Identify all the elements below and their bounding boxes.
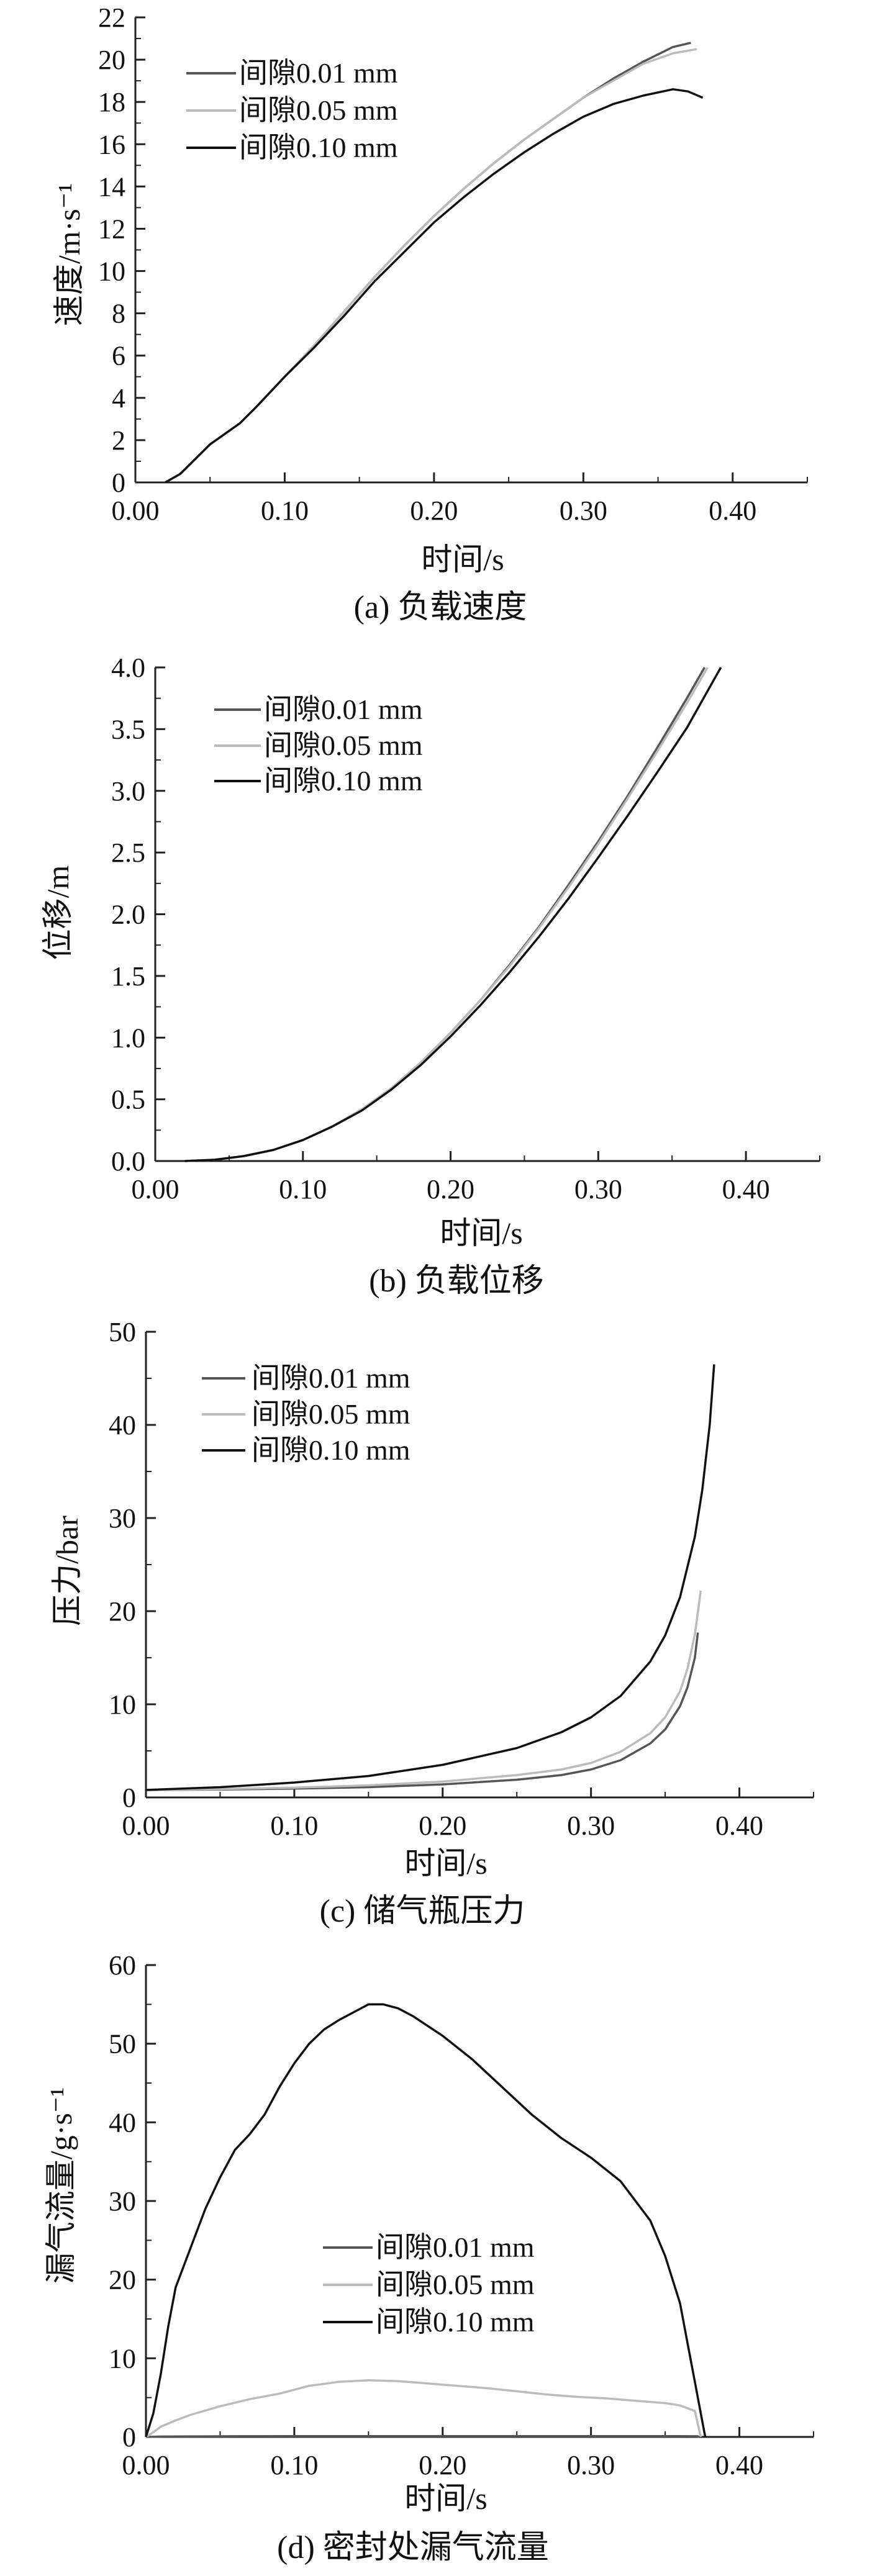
legend-label: 间隙0.01 mm (264, 694, 423, 725)
x-tick-label: 0.10 (261, 495, 309, 526)
chart-b-displacement: 0.00 0.10 0.20 0.30 0.40 0.0 0.5 1.0 1.5 2.0 2.5 3.… (40, 653, 820, 1299)
chart-b-legend: 间隙0.01 mm 间隙0.05 mm 间隙0.10 mm (214, 694, 423, 797)
series-line-2 (184, 667, 709, 1162)
y-tick-label: 0 (122, 2422, 136, 2452)
x-tick-label: 0.40 (709, 495, 756, 526)
legend-label: 间隙0.10 mm (252, 1434, 411, 1466)
x-tick-label: 0.40 (715, 2450, 763, 2480)
y-tick-label: 40 (109, 1410, 136, 1440)
x-tick-label: 0.10 (270, 1810, 318, 1841)
y-tick-label: 2.5 (111, 838, 145, 868)
y-tick-label: 10 (98, 256, 125, 287)
chart-a-velocity: 0.00 0.10 0.20 0.30 0.400246810121416182022 … (52, 2, 808, 625)
legend-label: 间隙0.01 mm (252, 1362, 411, 1394)
y-axis-label: 压力/bar (50, 1516, 84, 1626)
series-line-2 (145, 1590, 702, 1791)
y-tick-label: 2.0 (111, 900, 145, 930)
chart-caption: (b) 负载位移 (369, 1263, 544, 1299)
y-tick-label: 50 (109, 2029, 136, 2059)
y-tick-label: 60 (109, 1950, 136, 1981)
legend-label: 间隙0.01 mm (376, 2231, 535, 2263)
y-axis-label: 位移/m (40, 865, 75, 960)
x-tick-label: 0.30 (567, 1810, 615, 1841)
x-axis-label: 时间/s (421, 542, 504, 577)
x-axis-label: 时间/s (440, 1216, 522, 1250)
x-tick-label: 0.10 (270, 2450, 318, 2480)
y-tick-label: 6 (112, 341, 125, 371)
y-tick-label: 10 (109, 2343, 136, 2374)
chart-caption: (d) 密封处漏气流量 (277, 2530, 549, 2565)
legend-label: 间隙0.05 mm (252, 1398, 411, 1430)
chart-caption: (a) 负载速度 (354, 590, 527, 625)
x-tick-label: 0.20 (410, 495, 458, 526)
y-tick-label: 4 (112, 383, 125, 414)
x-tick-label: 0.00 (122, 2450, 170, 2480)
legend-label: 间隙0.10 mm (239, 132, 398, 163)
x-tick-label: 0.00 (112, 495, 160, 526)
y-tick-label: 18 (98, 87, 125, 117)
chart-d-legend: 间隙0.01 mm 间隙0.05 mm 间隙0.10 mm (323, 2231, 535, 2338)
series-line-2 (145, 2379, 702, 2438)
series-line-1 (145, 1632, 699, 1791)
y-tick-label: 0 (112, 468, 125, 498)
chart-a-legend: 间隙0.01 mm 间隙0.05 mm 间隙0.10 mm (186, 57, 398, 163)
series-line-1 (184, 667, 706, 1162)
chart-caption: (c) 储气瓶压力 (320, 1894, 525, 1929)
x-tick-label: 0.10 (279, 1174, 327, 1204)
y-tick-label: 50 (109, 1317, 136, 1347)
y-tick-label: 40 (109, 2107, 136, 2138)
x-tick-label: 0.30 (560, 495, 607, 526)
chart-d-leak-flow: 0.00 0.10 0.20 0.30 0.40 0 10 20 30 40 50 60 间隙0.01… (43, 1950, 814, 2565)
legend-label: 间隙0.10 mm (264, 765, 423, 797)
x-tick-label: 0.00 (132, 1174, 179, 1204)
y-tick-label: 22 (98, 2, 125, 33)
y-tick-label: 10 (109, 1689, 136, 1720)
y-tick-label: 8 (112, 299, 125, 329)
x-tick-label: 0.00 (122, 1810, 170, 1841)
chart-c-legend: 间隙0.01 mm 间隙0.05 mm 间隙0.10 mm (202, 1362, 411, 1466)
y-tick-label: 14 (98, 171, 125, 202)
y-tick-label: 0 (122, 1783, 136, 1813)
y-tick-label: 20 (109, 2265, 136, 2295)
legend-label: 间隙0.10 mm (376, 2306, 535, 2338)
y-tick-label: 16 (98, 129, 125, 160)
series-line-3 (145, 2003, 707, 2438)
y-tick-label: 30 (109, 2186, 136, 2217)
x-tick-label: 0.30 (574, 1174, 622, 1204)
x-tick-label: 0.20 (427, 1174, 474, 1204)
x-tick-label: 0.40 (722, 1174, 770, 1204)
y-axis-label: 漏气流量/g·s⁻¹ (43, 2087, 78, 2284)
chart-c-pressure: 0.00 0.10 0.20 0.30 0.40 0 10 20 30 40 50 间隙0.01 m… (50, 1317, 814, 1929)
x-tick-label: 0.40 (715, 1810, 763, 1841)
x-axis-label: 时间/s (404, 2481, 487, 2516)
series-line-3 (184, 667, 722, 1162)
legend-label: 间隙0.01 mm (239, 57, 398, 89)
y-tick-label: 3.5 (111, 714, 145, 744)
x-tick-label: 0.30 (567, 2450, 615, 2480)
legend-label: 间隙0.05 mm (264, 730, 423, 761)
y-tick-label: 20 (98, 45, 125, 75)
y-tick-label: 20 (109, 1596, 136, 1627)
y-tick-label: 0.5 (111, 1085, 145, 1115)
y-tick-label: 3.0 (111, 776, 145, 807)
y-tick-label: 12 (98, 214, 125, 244)
series-line-1 (145, 2434, 700, 2438)
legend-label: 间隙0.05 mm (376, 2269, 535, 2300)
series-line-3 (165, 88, 704, 484)
y-tick-label: 4.0 (111, 653, 145, 683)
x-tick-label: 0.20 (419, 2450, 466, 2480)
series-line-3 (145, 1364, 715, 1791)
y-tick-label: 2 (112, 425, 125, 456)
y-tick-label: 30 (109, 1503, 136, 1534)
y-axis-label: 速度/m·s⁻¹ (52, 183, 86, 326)
x-axis-label: 时间/s (404, 1846, 487, 1881)
y-tick-label: 1.0 (111, 1023, 145, 1053)
x-tick-label: 0.20 (419, 1810, 466, 1841)
y-tick-label: 0.0 (111, 1146, 145, 1177)
y-tick-label: 1.5 (111, 961, 145, 992)
legend-label: 间隙0.05 mm (239, 94, 398, 126)
